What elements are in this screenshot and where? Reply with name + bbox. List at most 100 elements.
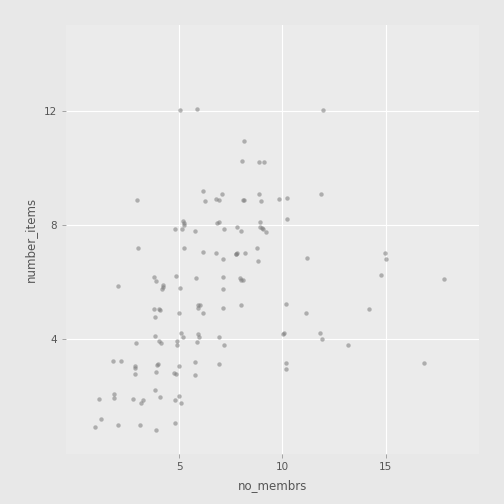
Point xyxy=(420,358,428,366)
Point xyxy=(177,399,185,407)
Point xyxy=(174,392,182,400)
Point xyxy=(212,249,220,257)
Point xyxy=(258,224,266,232)
Point xyxy=(179,333,187,341)
Point xyxy=(440,275,448,283)
Point xyxy=(194,330,202,338)
Point xyxy=(157,339,165,347)
Point xyxy=(282,300,290,308)
Point xyxy=(261,158,269,166)
Point xyxy=(152,277,160,285)
Point xyxy=(136,421,144,429)
Point xyxy=(109,390,117,398)
Point xyxy=(129,395,137,403)
Point xyxy=(319,106,327,114)
Y-axis label: number_items: number_items xyxy=(24,197,37,282)
Point xyxy=(237,301,245,309)
Point xyxy=(170,368,178,376)
Point xyxy=(233,223,241,231)
Point xyxy=(254,244,262,252)
Point xyxy=(255,257,263,265)
Point xyxy=(117,357,125,365)
Point xyxy=(195,303,203,311)
Point xyxy=(95,395,103,403)
Point xyxy=(196,301,204,309)
Point xyxy=(179,221,187,229)
Point xyxy=(239,196,247,204)
Point xyxy=(219,255,227,263)
Point xyxy=(155,337,163,345)
Point xyxy=(232,249,240,258)
Point xyxy=(218,190,226,198)
Point xyxy=(275,196,283,204)
Point xyxy=(151,312,159,321)
Point xyxy=(193,105,201,113)
Point xyxy=(282,359,290,367)
Point xyxy=(192,227,200,235)
Point xyxy=(156,393,164,401)
Point xyxy=(199,309,207,317)
Point xyxy=(158,285,166,293)
Point xyxy=(317,190,325,198)
Point xyxy=(256,223,264,231)
Point xyxy=(257,197,265,205)
Point xyxy=(194,338,202,346)
Point xyxy=(283,215,291,223)
Point xyxy=(114,282,122,290)
Point xyxy=(179,217,187,225)
Point xyxy=(220,225,228,233)
Point xyxy=(220,341,228,349)
Point xyxy=(177,329,185,337)
Point xyxy=(255,191,263,199)
Point xyxy=(199,187,207,195)
Point xyxy=(238,276,246,284)
Point xyxy=(151,386,159,394)
Point xyxy=(180,244,188,253)
Point xyxy=(240,196,248,204)
Point xyxy=(240,137,248,145)
Point xyxy=(131,370,139,379)
Point xyxy=(215,360,223,368)
Point xyxy=(137,399,145,407)
Point xyxy=(150,273,158,281)
Point xyxy=(237,276,245,284)
Point xyxy=(171,418,179,426)
Point xyxy=(131,362,139,370)
Point xyxy=(191,371,199,379)
Point xyxy=(241,248,249,257)
Point xyxy=(232,250,240,258)
Point xyxy=(318,335,326,343)
Point xyxy=(178,225,186,233)
Point xyxy=(282,365,290,373)
Point xyxy=(344,341,352,349)
Point xyxy=(150,305,158,313)
Point xyxy=(132,339,140,347)
Point xyxy=(172,370,180,378)
Point xyxy=(215,333,223,341)
Point xyxy=(154,360,162,368)
Point xyxy=(303,255,311,263)
Point xyxy=(97,415,105,423)
Point xyxy=(376,271,385,279)
Point xyxy=(212,195,220,203)
Point xyxy=(219,285,227,293)
Point xyxy=(262,228,270,236)
Point xyxy=(215,218,223,226)
Point xyxy=(237,227,245,235)
Point xyxy=(134,244,142,252)
Point xyxy=(191,358,199,366)
Point xyxy=(176,106,184,114)
Point xyxy=(171,396,179,404)
Point xyxy=(139,396,147,404)
Point xyxy=(133,196,141,204)
Point xyxy=(192,274,200,282)
X-axis label: no_membrs: no_membrs xyxy=(237,479,307,492)
Point xyxy=(171,225,179,233)
Point xyxy=(302,309,310,318)
Point xyxy=(236,274,244,282)
Point xyxy=(279,330,287,338)
Point xyxy=(114,421,122,429)
Point xyxy=(219,304,227,312)
Point xyxy=(173,341,181,349)
Point xyxy=(159,283,167,291)
